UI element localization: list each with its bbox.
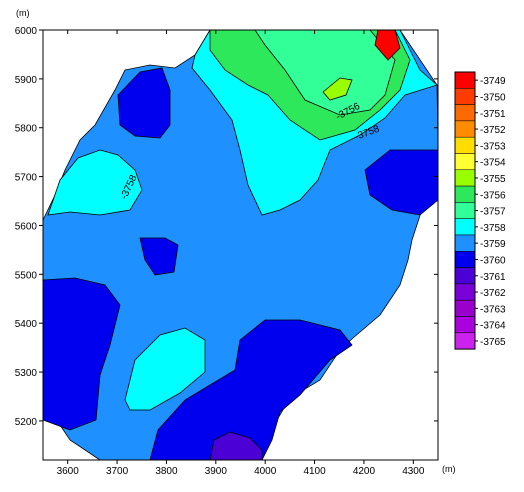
legend-label: -3751 (480, 109, 506, 120)
x-axis-unit: (m) (442, 464, 456, 474)
contour-region-violet (209, 431, 263, 460)
legend-label: -3759 (480, 239, 506, 250)
x-tick-label: 3900 (205, 466, 228, 477)
legend-swatch (454, 120, 476, 138)
contour-region-blue-right (364, 149, 438, 216)
legend-swatch (454, 299, 476, 317)
x-tick-label: 3700 (106, 466, 129, 477)
legend-label: -3756 (480, 190, 506, 201)
x-axis: 3600 3700 3800 3900 4000 4100 4200 4300 (57, 30, 425, 477)
legend-label: -3765 (480, 337, 506, 348)
legend-swatch (454, 153, 476, 171)
legend-label: -3752 (480, 125, 506, 136)
color-legend: -3749 -3750 -3751 -3752 -3753 -3754 -3755 -3756… (454, 71, 506, 350)
legend-swatch (454, 218, 476, 236)
plot-frame (42, 29, 439, 461)
legend-swatch (454, 202, 476, 219)
legend-label: -3762 (480, 288, 506, 299)
x-tick-label: 4300 (402, 466, 425, 477)
y-tick-label: 5400 (15, 319, 38, 330)
legend-swatch (454, 71, 476, 89)
contour-region-cyan-left (47, 149, 143, 216)
legend-label: -3750 (480, 92, 506, 103)
legend-label: -3754 (480, 158, 506, 169)
contour-region-spot (322, 77, 353, 101)
x-tick-label: 4100 (303, 466, 326, 477)
y-tick-label: 5500 (15, 270, 38, 281)
y-axis: 5200 5300 5400 5500 5600 5700 5800 5900 6000 (15, 26, 438, 428)
legend-swatch (454, 251, 476, 268)
contour-region-red-top (374, 30, 401, 61)
legend-label: -3755 (480, 174, 506, 185)
contour-region-blue-left (43, 277, 121, 431)
legend-label: -3763 (480, 304, 506, 315)
contour-region-cyan-lower (124, 327, 206, 411)
x-tick-label: 3800 (155, 466, 178, 477)
legend-label: -3761 (480, 272, 506, 283)
x-tick-label: 4200 (353, 466, 376, 477)
legend-label: -3764 (480, 321, 506, 332)
legend-swatch (454, 136, 476, 154)
y-axis-unit: (m) (16, 8, 30, 18)
legend-swatch (454, 316, 476, 334)
legend-label: -3758 (480, 223, 506, 234)
contour-region-blue-upperleft (117, 67, 171, 139)
y-tick-label: 5800 (15, 124, 38, 135)
legend-swatch (454, 332, 476, 350)
y-tick-label: 5300 (15, 368, 38, 379)
legend-swatch (454, 283, 476, 301)
y-tick-label: 5700 (15, 173, 38, 184)
legend-swatch (454, 169, 476, 187)
y-tick-label: 5600 (15, 221, 38, 232)
x-tick-label: 4000 (254, 466, 277, 477)
legend-swatch (454, 267, 476, 285)
legend-label: -3757 (480, 207, 506, 218)
legend-swatch (454, 234, 476, 252)
legend-frame (454, 71, 476, 350)
legend-label: -3753 (480, 141, 506, 152)
y-tick-label: 5900 (15, 75, 38, 86)
legend-swatch (454, 104, 476, 122)
y-tick-label: 6000 (15, 26, 38, 37)
legend-label: -3760 (480, 255, 506, 266)
contour-region-blue-centre (139, 237, 179, 276)
legend-swatch (454, 185, 476, 203)
contour-region-blue-bottom (149, 319, 353, 460)
legend-swatch (454, 88, 476, 105)
y-tick-label: 5200 (15, 417, 38, 428)
x-tick-label: 3600 (57, 466, 80, 477)
legend-label: -3749 (480, 76, 506, 87)
